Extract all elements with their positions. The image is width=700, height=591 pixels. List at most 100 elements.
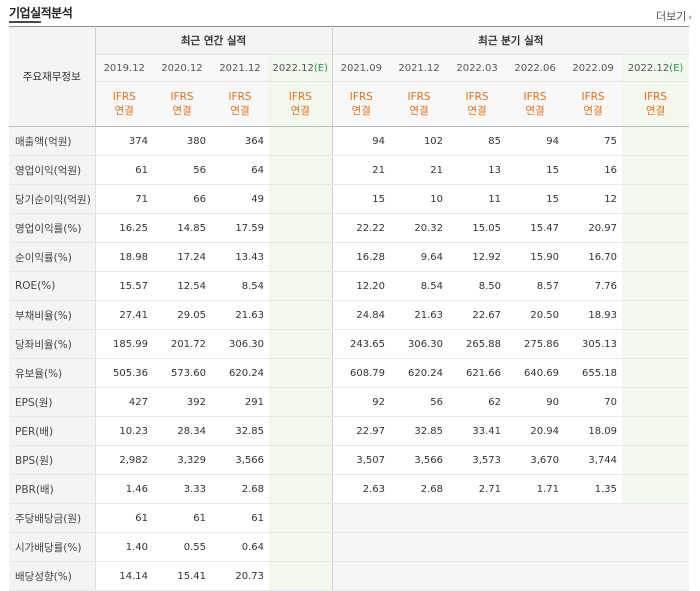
basis-header: IFRS 연결 — [506, 81, 565, 127]
table-cell: 32.85 — [390, 416, 449, 446]
table-cell: 22.97 — [332, 416, 391, 446]
table-body: 매출액(억원) 374 380 364 94 102 85 94 75 영업이익(억원) 61 56 6… — [9, 126, 690, 591]
table-cell — [622, 300, 690, 330]
basis-ifrs: IFRS — [644, 91, 668, 103]
table-cell: 427 — [95, 387, 153, 417]
table-cell: 306.30 — [211, 329, 269, 359]
table-cell — [622, 329, 690, 359]
table-cell — [622, 503, 690, 533]
table-cell: 94 — [332, 126, 391, 156]
table-cell: 3,566 — [390, 445, 449, 475]
table-cell — [448, 561, 507, 591]
table-cell — [622, 474, 690, 504]
table-cell: 15 — [506, 184, 565, 214]
table-cell — [269, 126, 333, 156]
table-cell: 22.67 — [448, 300, 507, 330]
table-cell: 15.57 — [95, 271, 153, 301]
table-cell — [506, 561, 565, 591]
annual-group-label: 최근 연간 실적 — [95, 26, 333, 55]
table-cell — [332, 532, 391, 562]
table-head: 주요재무정보 최근 연간 실적 최근 분기 실적 2019.12 2020.12 2… — [9, 26, 690, 127]
table-cell: 16 — [564, 155, 623, 185]
basis-header: IFRS 연결 — [211, 81, 269, 127]
table-cell: 392 — [153, 387, 211, 417]
table-cell — [269, 271, 333, 301]
table-cell: 49 — [211, 184, 269, 214]
table-row: ROE(%) 15.57 12.54 8.54 12.20 8.54 8.50 8.57 7.7… — [9, 271, 690, 301]
basis-consolidated: 연결 — [114, 105, 134, 117]
table-cell: 15.90 — [506, 242, 565, 272]
table-row: 시가배당률(%) 1.40 0.55 0.64 — [9, 532, 690, 562]
table-row: PER(배) 10.23 28.34 32.85 22.97 32.85 33.41 20.9… — [9, 416, 690, 446]
table-row: 당좌비율(%) 185.99 201.72 306.30 243.65 306.30 265… — [9, 329, 690, 359]
table-cell — [269, 532, 333, 562]
table-cell — [390, 561, 449, 591]
table-cell: 505.36 — [95, 358, 153, 388]
row-label: 시가배당률(%) — [9, 532, 96, 562]
table-cell: 21.63 — [211, 300, 269, 330]
table-cell: 56 — [390, 387, 449, 417]
table-cell: 16.25 — [95, 213, 153, 243]
row-label: EPS(원) — [9, 387, 96, 417]
table-cell — [622, 242, 690, 272]
table-cell: 655.18 — [564, 358, 623, 388]
basis-ifrs: IFRS — [288, 91, 312, 103]
basis-header-row: IFRS 연결 IFRS 연결 IFRS 연결 IFRS 연결 IFRS 연결 IFRS 연결 IFRS… — [9, 81, 690, 127]
basis-consolidated: 연결 — [583, 105, 603, 117]
basis-ifrs: IFRS — [112, 91, 136, 103]
section-title: 기업실적분석 — [9, 6, 73, 20]
table-cell: 9.64 — [390, 242, 449, 272]
table-cell: 243.65 — [332, 329, 391, 359]
estimate-mark: (E) — [669, 62, 684, 74]
table-cell: 70 — [564, 387, 623, 417]
row-label: 부채비율(%) — [9, 300, 96, 330]
table-cell: 94 — [506, 126, 565, 156]
table-cell: 3,744 — [564, 445, 623, 475]
table-cell — [448, 503, 507, 533]
table-cell: 20.32 — [390, 213, 449, 243]
table-cell: 1.71 — [506, 474, 565, 504]
table-cell — [564, 561, 623, 591]
basis-consolidated: 연결 — [525, 105, 545, 117]
table-cell: 573.60 — [153, 358, 211, 388]
table-cell: 620.24 — [211, 358, 269, 388]
table-cell: 306.30 — [390, 329, 449, 359]
table-cell: 265.88 — [448, 329, 507, 359]
table-row: 순이익률(%) 18.98 17.24 13.43 16.28 9.64 12.92 15.9… — [9, 242, 690, 272]
table-cell — [269, 387, 333, 417]
table-cell: 18.09 — [564, 416, 623, 446]
basis-ifrs: IFRS — [581, 91, 605, 103]
table-cell: 275.86 — [506, 329, 565, 359]
basis-header: IFRS 연결 — [622, 81, 690, 127]
row-label: 매출액(억원) — [9, 126, 96, 156]
row-label: BPS(원) — [9, 445, 96, 475]
table-cell: 33.41 — [448, 416, 507, 446]
basis-header: IFRS 연결 — [153, 81, 211, 127]
row-label: 당좌비율(%) — [9, 329, 96, 359]
financial-table: 주요재무정보 최근 연간 실적 최근 분기 실적 2019.12 2020.12 2… — [9, 26, 690, 591]
basis-consolidated: 연결 — [230, 105, 250, 117]
table-cell — [622, 358, 690, 388]
table-cell — [269, 242, 333, 272]
table-cell: 1.46 — [95, 474, 153, 504]
table-cell: 7.76 — [564, 271, 623, 301]
period-header: 2022.12(E) — [622, 54, 690, 82]
table-cell — [622, 184, 690, 214]
row-label: 당기순이익(억원) — [9, 184, 96, 214]
table-row: 부채비율(%) 27.41 29.05 21.63 24.84 21.63 22.67 20.… — [9, 300, 690, 330]
table-cell: 61 — [211, 503, 269, 533]
row-label: PBR(배) — [9, 474, 96, 504]
basis-header: IFRS 연결 — [95, 81, 153, 127]
more-link[interactable]: 더보기 › — [656, 8, 692, 24]
period-header-row: 2019.12 2020.12 2021.12 2022.12(E) 2021.09 20… — [9, 54, 690, 82]
table-cell: 2,982 — [95, 445, 153, 475]
basis-header: IFRS 연결 — [332, 81, 391, 127]
table-cell: 12 — [564, 184, 623, 214]
basis-ifrs: IFRS — [349, 91, 373, 103]
basis-consolidated: 연결 — [172, 105, 192, 117]
table-cell — [269, 561, 333, 591]
table-cell: 201.72 — [153, 329, 211, 359]
table-cell: 10.23 — [95, 416, 153, 446]
period-header: 2019.12 — [95, 54, 153, 82]
table-cell: 32.85 — [211, 416, 269, 446]
